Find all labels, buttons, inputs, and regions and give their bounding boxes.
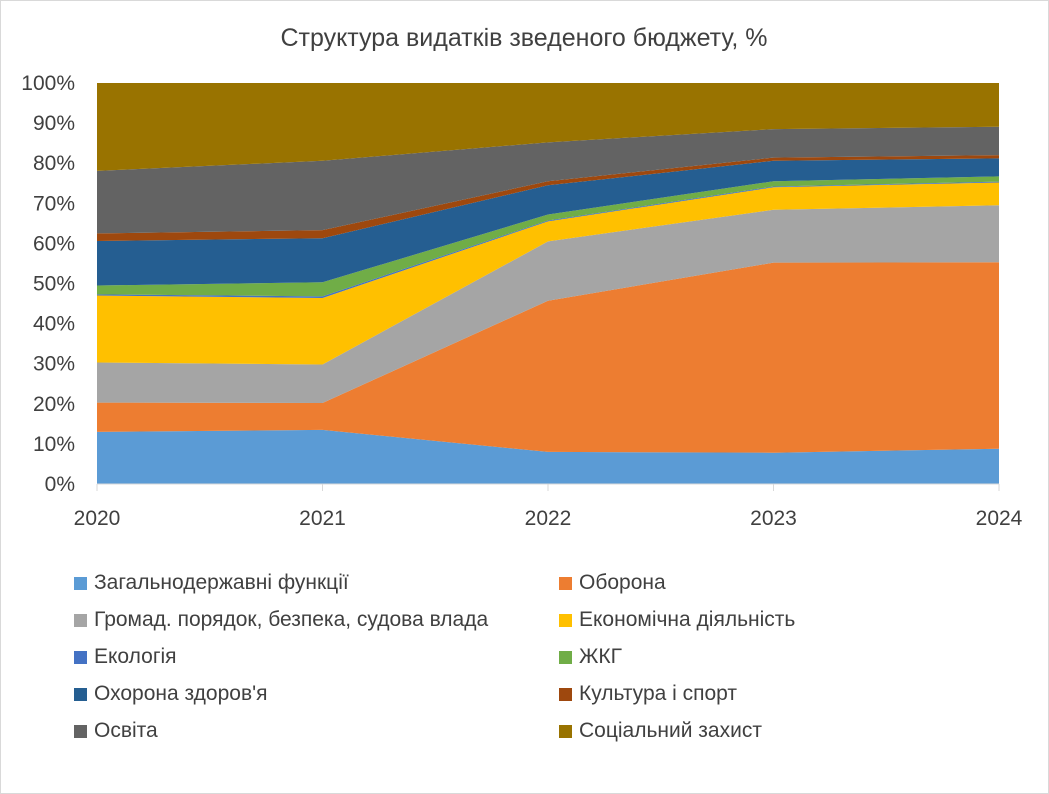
y-tick-label: 10% [33,433,75,456]
area-series-7 [97,158,999,286]
legend-swatch [559,724,572,738]
area-series-1 [97,429,999,484]
legend-label: ЖКГ [579,645,622,668]
legend-label: Економічна діяльність [579,608,796,631]
y-tick-label: 100% [21,72,75,95]
legend-item: Економічна діяльність [559,608,795,632]
legend-swatch [559,613,572,627]
legend-label: Оборона [579,571,666,594]
legend-swatch [559,576,572,590]
legend-swatch [559,687,572,701]
legend-label: Освіта [94,719,158,742]
legend-swatch [74,687,87,701]
legend-label: Громад. порядок, безпека, судова влада [94,608,489,631]
area-series-6 [97,176,999,297]
x-tick-label: 2021 [299,507,346,530]
legend-label: Екологія [94,645,177,668]
y-tick-label: 80% [33,152,75,175]
legend-item: Освіта [74,719,158,743]
legend-swatch [559,650,572,664]
legend-item: Екологія [74,645,177,669]
y-tick-label: 40% [33,313,75,336]
x-tick-label: 2024 [976,507,1023,530]
legend-label: Охорона здоров'я [94,682,268,705]
y-tick-label: 50% [33,273,75,296]
legend-swatch [74,613,87,627]
legend-swatch [74,724,87,738]
axes: 2020 2021 2022 2023 2024 0% 10% 20% 30% 40% 50% 60%… [21,72,1022,530]
legend-item: Загальнодержавні функції [74,571,349,595]
area-layers [97,83,999,484]
y-tick-label: 20% [33,393,75,416]
legend-item: Культура і спорт [559,682,737,706]
legend-item: ЖКГ [559,645,622,669]
legend-swatch [74,650,87,664]
y-tick-label: 90% [33,112,75,135]
legend-label: Соціальний захист [579,719,762,742]
x-tick-label: 2022 [525,507,572,530]
area-series-8 [97,155,999,241]
x-tick-label: 2020 [74,507,121,530]
y-tick-label: 0% [45,473,75,496]
legend-swatch [74,576,87,590]
area-series-10 [97,83,999,171]
legend-item: Охорона здоров'я [74,682,268,706]
area-series-2 [97,262,999,453]
legend-item: Оборона [559,571,666,595]
y-tick-label: 60% [33,232,75,255]
area-series-4 [97,182,999,365]
legend-item: Громад. порядок, безпека, судова влада [74,608,488,632]
y-tick-label: 70% [33,192,75,215]
x-tick-label: 2023 [750,507,797,530]
legend-label: Загальнодержавні функції [94,571,349,594]
area-series-3 [97,205,999,403]
y-tick-label: 30% [33,353,75,376]
chart-title: Структура видатків зведеного бюджету, % [280,24,767,52]
legend-label: Культура і спорт [579,682,738,705]
area-series-9 [97,126,999,234]
legend-item: Соціальний захист [559,719,762,743]
